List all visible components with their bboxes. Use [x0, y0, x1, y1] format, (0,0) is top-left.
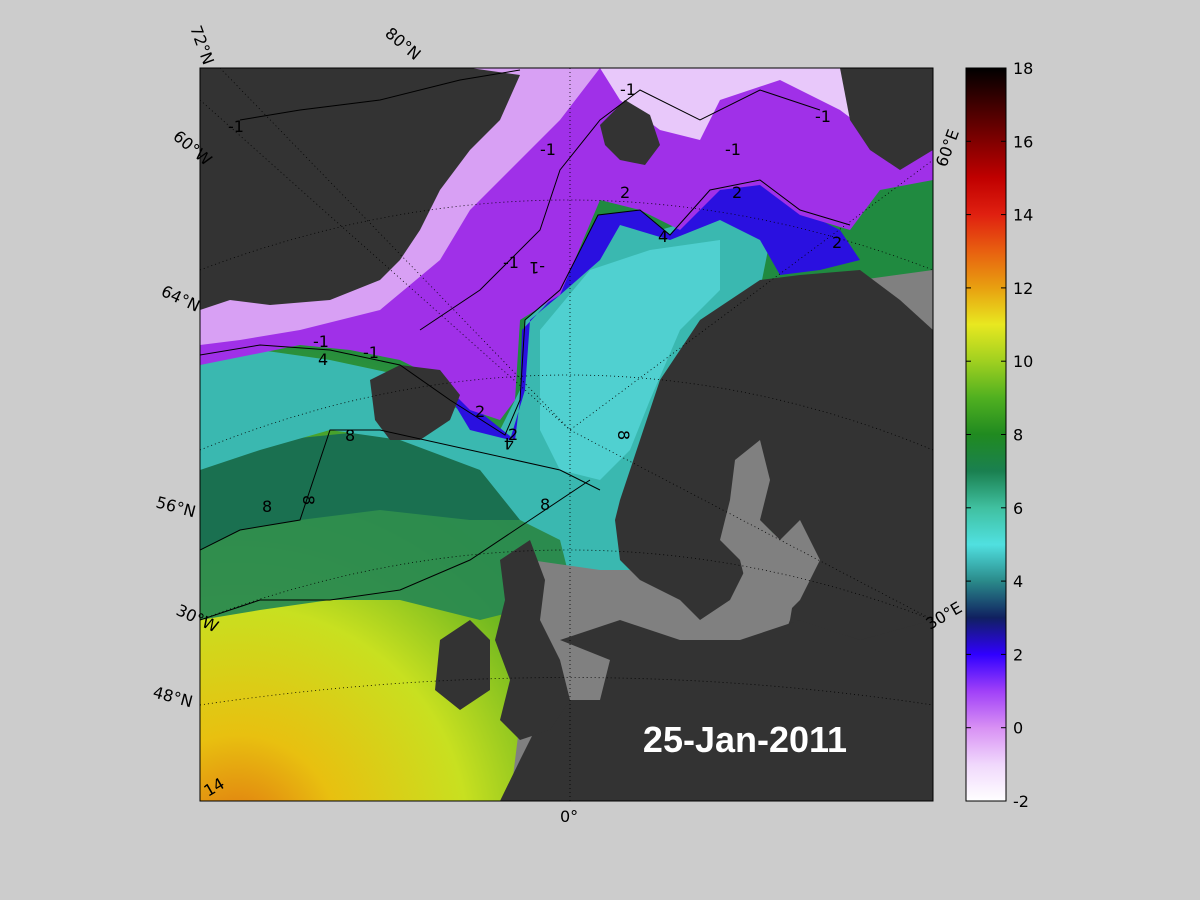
lat-label-80n: 80°N	[381, 24, 424, 64]
contour-label: 8	[614, 430, 633, 440]
northeast-land	[840, 68, 933, 170]
colorbar-tick-label: 16	[1013, 132, 1033, 151]
colorbar-tick-label: 12	[1013, 279, 1033, 298]
baltic-sea	[720, 440, 820, 620]
contour-label: 2	[475, 402, 485, 421]
contour-label: -1	[540, 140, 556, 159]
ireland-land	[435, 620, 490, 710]
contour-label: -1	[228, 117, 244, 136]
contour-label: 8	[345, 426, 355, 445]
colorbar-tick-label: 0	[1013, 719, 1023, 738]
svalbard-land	[600, 100, 660, 165]
colorbar-tick-label: 8	[1013, 426, 1023, 445]
graticule-line	[200, 199, 933, 271]
contour-label: 8	[540, 495, 550, 514]
date-label: 25-Jan-2011	[643, 719, 847, 760]
contour-line	[239, 69, 521, 121]
lon-label-0: 0°	[560, 807, 578, 826]
contour-label: -1	[363, 343, 379, 362]
graticule-line	[200, 549, 933, 621]
contour-label: 2	[732, 183, 742, 202]
light-cyan-water	[540, 240, 720, 480]
britain-land	[495, 540, 570, 740]
contour-label: -1	[313, 332, 329, 351]
colorbar-tick-label: -2	[1013, 792, 1029, 811]
colorbar-tick-label: 4	[1013, 572, 1023, 591]
greenland-land	[200, 68, 520, 310]
colorbar-tick-label: 6	[1013, 499, 1023, 518]
colorbar	[965, 67, 1007, 802]
contour-line	[200, 429, 601, 551]
contour-label: -1	[725, 140, 741, 159]
colorbar-ticks: 18 16 14 12 10 8 6 4 2 0 -2	[966, 59, 1033, 811]
contour-label: -1	[503, 253, 519, 272]
map-frame	[199, 67, 934, 802]
europe-land	[500, 620, 933, 801]
colorbar-tick-label: 2	[1013, 645, 1023, 664]
contour-label: 4	[658, 227, 668, 246]
contour-line	[200, 179, 851, 436]
contour-label: 8	[262, 497, 272, 516]
contour-line	[419, 89, 821, 331]
contour-label: 2	[620, 183, 630, 202]
contour-label: 4	[504, 434, 514, 453]
colorbar-tick-label: 14	[1013, 206, 1033, 225]
iceland-land	[370, 365, 460, 440]
lat-label-48n: 48°N	[151, 683, 195, 712]
contour-label: -1	[815, 107, 831, 126]
contour-label: 2	[832, 233, 842, 252]
lat-label-64n: 64°N	[158, 281, 203, 315]
contour-label: 4	[318, 350, 328, 369]
contour-line	[200, 479, 591, 621]
lat-label-72n: 72°N	[186, 23, 218, 67]
graticule-line	[200, 99, 933, 621]
contour-label: 8	[299, 495, 318, 505]
colorbar-tick-label: 18	[1013, 59, 1033, 78]
contour-label: -1	[529, 258, 545, 277]
contour-label: -1	[620, 80, 636, 99]
lat-label-56n: 56°N	[154, 493, 198, 522]
lon-label-60e: 60°E	[932, 127, 963, 170]
contour-label: 2	[508, 425, 518, 444]
colorbar-tick-label: 10	[1013, 352, 1033, 371]
